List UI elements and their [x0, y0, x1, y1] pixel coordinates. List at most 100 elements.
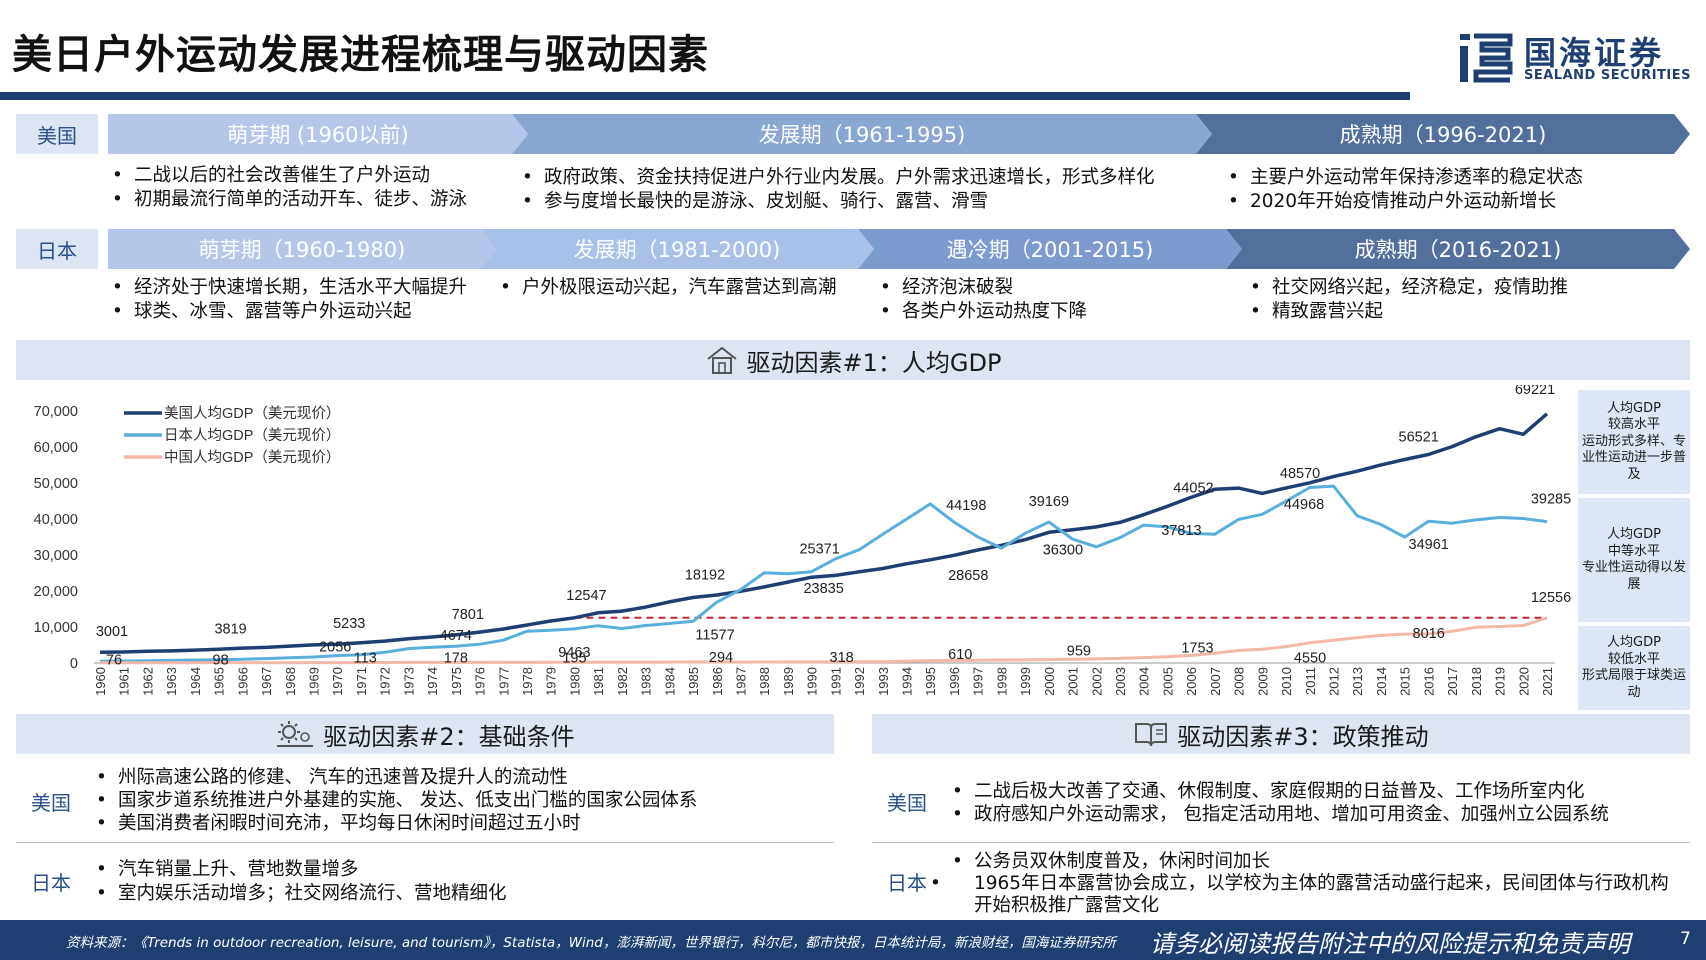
driver3-label: 驱动因素#3：政策推动	[1177, 722, 1429, 751]
y-tick-label: 30,000	[34, 548, 78, 564]
data-label: 44052	[1173, 480, 1213, 496]
data-label: 294	[709, 650, 733, 666]
x-tick-label: 1975	[449, 667, 464, 696]
list-item: 经济处于快速增长期，生活水平大幅提升	[112, 276, 502, 300]
title-underline	[0, 92, 1410, 100]
policy-us-bullets: 二战后极大改善了交通、休假制度、家庭假期的日益普及、工作场所室内化 政府感知户外…	[952, 780, 1692, 826]
x-tick-label: 2006	[1184, 667, 1199, 696]
side-note-low: 人均GDP 较低水平 形式局限于球类运动	[1578, 626, 1690, 710]
list-item: 精致露营兴起	[1250, 300, 1690, 324]
x-tick-label: 1995	[923, 667, 938, 696]
data-label: 5233	[333, 616, 365, 632]
infra-us-bullets: 州际高速公路的修建、 汽车的迅速普及提升人的流动性 国家步道系统推进户外基建的实…	[96, 766, 836, 835]
x-tick-label: 1972	[378, 667, 393, 696]
x-tick-label: 1970	[330, 667, 345, 696]
book-icon	[1133, 719, 1169, 749]
data-label: 18192	[685, 568, 725, 584]
list-item: 社交网络兴起，经济稳定，疫情助推	[1250, 276, 1690, 300]
data-label: 23835	[803, 581, 843, 597]
x-tick-label: 2019	[1493, 667, 1508, 696]
x-tick-label: 1987	[733, 667, 748, 696]
us-mature-bullets: 主要户外运动常年保持渗透率的稳定状态 2020年开始疫情推动户外运动新增长	[1228, 166, 1698, 214]
disclaimer: 请务必阅读报告附注中的风险提示和免责声明	[1150, 930, 1630, 958]
x-tick-label: 1989	[781, 667, 796, 696]
x-tick-label: 1974	[425, 667, 440, 696]
data-label: 76	[106, 653, 122, 669]
jp-cooling-bullets: 经济泡沫破裂 各类户外运动热度下降	[880, 276, 1200, 324]
list-item: 美国消费者闲暇时间充沛，平均每日休闲时间超过五小时	[96, 812, 836, 835]
data-label: 1753	[1181, 641, 1213, 657]
y-tick-label: 40,000	[34, 512, 78, 528]
data-label: 37813	[1161, 523, 1201, 539]
x-tick-label: 1965	[212, 667, 227, 696]
data-label: 2056	[319, 640, 351, 656]
house-icon	[705, 345, 739, 375]
y-tick-label: 70,000	[34, 404, 78, 420]
x-tick-label: 2000	[1042, 667, 1057, 696]
x-tick-label: 2002	[1089, 667, 1104, 696]
x-tick-label: 1968	[283, 667, 298, 696]
data-label: 44968	[1284, 497, 1324, 513]
logo-english-name: SEALAND SECURITIES	[1524, 68, 1691, 83]
driver2-header: 驱动因素#2：基础条件	[16, 714, 834, 754]
x-tick-label: 2021	[1540, 667, 1555, 696]
data-label: 7801	[452, 607, 484, 623]
x-tick-label: 1992	[852, 667, 867, 696]
x-tick-label: 1990	[805, 667, 820, 696]
page-title: 美日户外运动发展进程梳理与驱动因素	[12, 32, 709, 78]
us-phase-mature: 成熟期（1996-2021)	[1196, 114, 1690, 154]
data-label: 9463	[558, 645, 590, 661]
x-tick-label: 2010	[1279, 667, 1294, 696]
list-item: 2020年开始疫情推动户外运动新增长	[1228, 190, 1698, 214]
x-tick-label: 2013	[1350, 667, 1365, 696]
data-label: 113	[354, 651, 377, 667]
list-item: 室内娱乐活动增多；社交网络流行、营地精细化	[96, 882, 836, 906]
data-label: 8016	[1413, 626, 1445, 642]
list-item: 国家步道系统推进户外基建的实施、 发达、低支出门槛的国家公园体系	[96, 789, 836, 812]
footer-bar: 资料来源：《Trends in outdoor recreation, leis…	[0, 920, 1706, 960]
x-tick-label: 1978	[520, 667, 535, 696]
list-item: 户外极限运动兴起，汽车露营达到高潮	[500, 276, 880, 300]
x-tick-label: 1966	[235, 667, 250, 696]
list-item: 二战以后的社会改善催生了户外运动	[112, 164, 512, 188]
legend-label: 美国人均GDP（美元现价）	[164, 405, 340, 422]
side-note-medium: 人均GDP 中等水平 专业性运动得以发展	[1578, 498, 1690, 622]
x-tick-label: 2008	[1232, 667, 1247, 696]
data-label: 3001	[96, 624, 128, 640]
list-item: 公务员双休制度普及，休闲时间加长	[952, 851, 1682, 873]
infra-jp-label: 日本	[31, 870, 71, 895]
x-tick-label: 1988	[757, 667, 772, 696]
data-label: 44198	[946, 498, 986, 514]
x-tick-label: 2015	[1398, 667, 1413, 696]
list-item: 州际高速公路的修建、 汽车的迅速普及提升人的流动性	[96, 766, 836, 789]
y-tick-label: 0	[70, 656, 78, 672]
x-tick-label: 1984	[662, 667, 677, 696]
legend-label: 中国人均GDP（美元现价）	[164, 449, 340, 466]
divider	[16, 842, 834, 843]
x-tick-label: 1998	[994, 667, 1009, 696]
data-label: 4674	[440, 628, 472, 644]
list-item: 参与度增长最快的是游泳、皮划艇、骑行、露营、滑雪	[522, 190, 1212, 214]
us-budding-bullets: 二战以后的社会改善催生了户外运动 初期最流行简单的活动开车、徒步、游泳	[112, 164, 512, 212]
data-label: 3819	[214, 621, 246, 637]
x-tick-label: 2014	[1374, 667, 1389, 696]
data-label: 69221	[1515, 385, 1555, 398]
infra-jp-bullets: 汽车销量上升、营地数量增多 室内娱乐活动增多；社交网络流行、营地精细化	[96, 858, 836, 906]
data-label: 959	[1067, 644, 1091, 660]
us-phase-developing: 发展期（1961-1995)	[512, 114, 1212, 154]
data-label: 34961	[1409, 537, 1449, 553]
jp-phase-cooling: 遇冷期（2001-2015)	[858, 229, 1242, 269]
x-tick-label: 2001	[1066, 667, 1081, 696]
list-item: 二战后极大改善了交通、休假制度、家庭假期的日益普及、工作场所室内化	[952, 780, 1692, 803]
x-tick-label: 2004	[1137, 667, 1152, 696]
series-line-2	[100, 616, 1548, 665]
company-logo: 国海证券 SEALAND SECURITIES	[1458, 28, 1698, 90]
source-note: 资料来源：《Trends in outdoor recreation, leis…	[66, 935, 1116, 951]
jp-phase-mature: 成熟期（2016-2021)	[1226, 229, 1690, 269]
data-label: 25371	[799, 542, 839, 558]
list-item: 球类、冰雪、露营等户外运动兴起	[112, 300, 502, 324]
x-tick-label: 2007	[1208, 667, 1223, 696]
list-item: 主要户外运动常年保持渗透率的稳定状态	[1228, 166, 1698, 190]
series-line-1	[99, 484, 1548, 663]
data-label: 98	[213, 653, 229, 669]
